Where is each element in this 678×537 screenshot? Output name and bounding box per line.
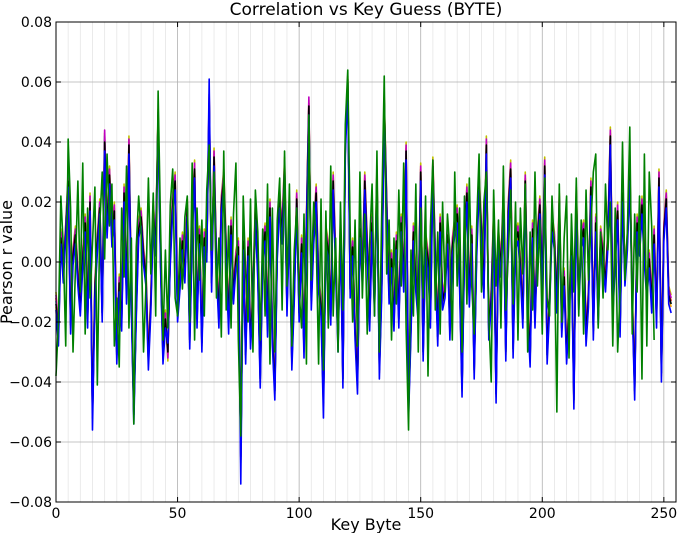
y-tick-label: 0.04 — [21, 135, 52, 151]
x-tick-label: 250 — [650, 506, 677, 522]
x-tick-label: 150 — [407, 506, 434, 522]
x-tick-label: 0 — [52, 506, 61, 522]
y-tick-label: 0.06 — [21, 75, 52, 91]
y-axis-label: Pearson r value — [0, 200, 16, 324]
y-tick-label: 0.08 — [21, 15, 52, 31]
x-axis-label: Key Byte — [331, 515, 402, 533]
series-line-8 — [55, 69, 655, 437]
y-tick-label: −0.02 — [9, 315, 52, 331]
y-tick-label: 0.00 — [21, 255, 52, 271]
x-tick-label: 200 — [529, 506, 556, 522]
y-tick-label: −0.06 — [9, 435, 52, 451]
x-tick-label: 50 — [169, 506, 187, 522]
series-layer — [55, 69, 672, 485]
y-tick-label: 0.02 — [21, 195, 52, 211]
y-tick-label: −0.04 — [9, 375, 52, 391]
tick-layer: 0 50 100 150 200 250 −0.08 −0.06 −0.04 −0.02 0.00 0… — [9, 15, 677, 522]
chart-title: Correlation vs Key Guess (BYTE) — [230, 0, 503, 20]
y-tick-label: −0.08 — [9, 495, 52, 511]
x-tick-label: 100 — [286, 506, 313, 522]
